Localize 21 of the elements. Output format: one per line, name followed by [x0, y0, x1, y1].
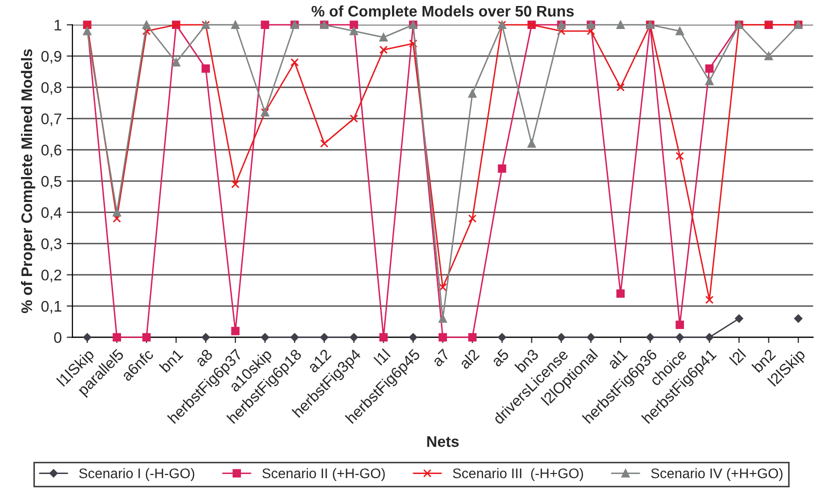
x-tick-label: a7 [432, 348, 450, 368]
y-axis-title: % of Proper Complete Mined Models [20, 49, 36, 314]
y-tick-label: 0 [54, 332, 62, 343]
y-tick-label: 0,8 [41, 82, 62, 95]
y-tick-label: 0,9 [41, 50, 62, 64]
y-tick-label: 0,6 [41, 144, 62, 158]
y-tick-label: 0,1 [41, 300, 62, 314]
legend-label: Scenario IV (+H+GO) [651, 468, 782, 482]
y-tick-label: 0,2 [41, 270, 62, 282]
legend-label: Scenario III (-H+GO) [452, 468, 584, 482]
y-tick-label: 1 [54, 20, 62, 30]
y-tick-label: 0,4 [41, 207, 62, 220]
y-tick-label: 0,7 [41, 113, 62, 126]
x-tick-label: al2 [458, 348, 480, 370]
legend-label: Scenario I (-H-GO) [79, 468, 194, 482]
x-tick-label: l2l [728, 348, 746, 366]
legend-label: Scenario II (+H-GO) [262, 468, 385, 482]
y-tick-label: 0,3 [41, 238, 62, 252]
x-axis-title: Nets [427, 436, 459, 447]
y-tick-label: 0,5 [41, 176, 62, 189]
chart-title: % of Complete Models over 50 Runs [312, 5, 574, 20]
